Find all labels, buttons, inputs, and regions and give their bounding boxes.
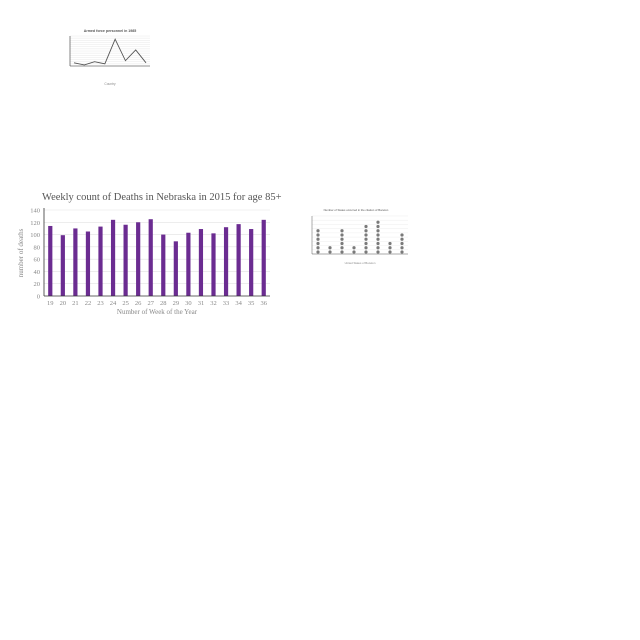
x-tick-label: 27 [147, 300, 154, 307]
dot-point [328, 250, 332, 254]
bar [123, 224, 128, 296]
dot-point [400, 237, 404, 241]
bar [186, 232, 191, 296]
chart-armed-forces: Armed force personnel in 1985 Country [58, 26, 156, 88]
y-tick-label: 140 [30, 208, 40, 215]
bar-chart-svg: Weekly count of Deaths in Nebraska in 20… [17, 192, 282, 316]
dot-point [364, 224, 368, 229]
y-tick-label: 60 [34, 257, 41, 264]
y-tick-label: 40 [34, 269, 41, 276]
y-tick-label: 120 [30, 220, 40, 227]
x-tick-label: 25 [122, 300, 129, 307]
dot-point [400, 246, 404, 250]
series-line [73, 38, 147, 66]
x-tick-label: 34 [235, 300, 242, 307]
x-tick-label: 33 [223, 300, 230, 307]
chart-weekly-deaths: Weekly count of Deaths in Nebraska in 20… [14, 186, 282, 320]
dot-point [316, 246, 320, 250]
dot-point [340, 229, 344, 233]
x-tick-label: 32 [210, 300, 217, 307]
dot-point [352, 250, 356, 254]
x-tick-label: 26 [135, 300, 142, 307]
dot-point [364, 237, 368, 241]
x-tick-label: 36 [260, 300, 267, 307]
bar [249, 229, 254, 296]
dot-point [316, 237, 320, 241]
bar [223, 227, 229, 296]
x-axis-label: Number of Week of the Year [117, 308, 198, 316]
x-tick-label: 28 [160, 300, 167, 307]
dot-point [388, 246, 392, 250]
bar [198, 229, 204, 296]
bar [110, 219, 116, 296]
bar [73, 228, 78, 296]
dot-point [316, 233, 320, 237]
dot-point [340, 237, 344, 241]
dot-point [352, 246, 356, 250]
dot-point [364, 246, 368, 250]
bar [48, 225, 53, 296]
dot-point [364, 241, 368, 246]
bar [161, 234, 166, 296]
dot-plot-svg: Number of States occurred in the citatio… [311, 208, 408, 265]
dot-point [400, 241, 404, 246]
dot-point [376, 246, 380, 250]
dot-point [376, 241, 380, 246]
x-tick-label: 29 [173, 300, 180, 307]
dot-point [316, 250, 320, 254]
bar [211, 233, 216, 296]
dot-point [388, 241, 392, 246]
bar [173, 241, 178, 296]
bar [98, 226, 103, 296]
dot-point [376, 250, 380, 254]
dot-point [340, 246, 344, 250]
x-tick-label: 24 [110, 300, 117, 307]
y-tick-label: 100 [30, 232, 40, 239]
dot-point [340, 241, 344, 246]
dot-point [376, 233, 380, 237]
x-tick-label: 19 [47, 300, 54, 307]
chart-dot-plot: Number of States occurred in the citatio… [292, 206, 412, 268]
x-tick-label: 23 [97, 300, 104, 307]
y-tick-label: 0 [37, 294, 40, 301]
bar [136, 222, 141, 296]
dot-point [364, 250, 368, 254]
bar [60, 235, 65, 296]
x-tick-label: 30 [185, 300, 192, 307]
dot-point [388, 250, 392, 254]
dot-point [364, 233, 368, 237]
y-tick-label: 20 [34, 281, 41, 288]
chart-title: Armed force personnel in 1985 [84, 29, 137, 33]
dot-point [316, 229, 320, 233]
bar [261, 219, 266, 296]
dot-point [400, 233, 404, 237]
dot-point [376, 237, 380, 241]
x-tick-label: 22 [85, 300, 92, 307]
line-chart-svg: Armed force personnel in 1985 Country [69, 29, 150, 86]
x-tick-label: 31 [198, 300, 205, 307]
dot-point [340, 233, 344, 237]
y-axis-label: number of deaths [17, 228, 25, 277]
x-tick-label: 21 [72, 300, 79, 307]
bar [85, 231, 91, 296]
dot-point [376, 224, 380, 229]
dot-point [400, 250, 404, 254]
chart-title: Weekly count of Deaths in Nebraska in 20… [42, 192, 282, 203]
dot-point [316, 241, 320, 246]
bar [148, 219, 153, 296]
dot-point [376, 229, 380, 233]
chart-title: Number of States occurred in the citatio… [324, 208, 389, 212]
bar [236, 224, 241, 296]
x-axis-label: United States of Bocelon [345, 261, 376, 265]
dot-point [340, 250, 344, 254]
dot-point [328, 246, 332, 250]
x-axis-label: Country [104, 82, 116, 86]
x-tick-label: 20 [60, 300, 66, 307]
dot-point [364, 229, 368, 233]
x-tick-label: 35 [248, 300, 255, 307]
y-tick-label: 80 [34, 244, 41, 251]
dot-point [376, 220, 380, 224]
